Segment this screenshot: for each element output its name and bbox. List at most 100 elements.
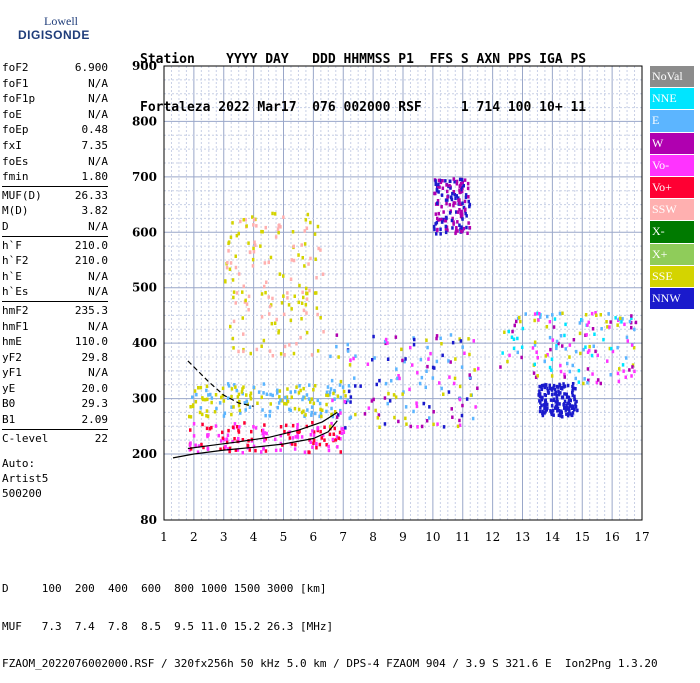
echo-point — [447, 390, 451, 394]
param-name: D — [2, 219, 9, 233]
echo-point — [559, 414, 562, 418]
echo-point — [234, 265, 238, 270]
echo-point — [297, 407, 301, 412]
echo-point — [330, 412, 333, 417]
echo-point — [561, 311, 564, 315]
echo-point — [220, 395, 223, 400]
footer-muf-row: MUF 7.3 7.4 7.8 8.5 9.5 11.0 15.2 26.3 [… — [2, 619, 334, 633]
echo-point — [313, 232, 317, 236]
echo-point — [227, 428, 230, 433]
echo-point — [585, 333, 588, 337]
echo-point — [539, 406, 542, 410]
echo-point — [289, 408, 292, 413]
echo-scatter — [188, 177, 638, 455]
echo-point — [459, 202, 463, 206]
echo-point — [562, 402, 566, 406]
param-name: foF1p — [2, 92, 36, 106]
echo-point — [305, 297, 309, 301]
echo-point — [310, 397, 313, 401]
echo-point — [630, 343, 634, 347]
echo-point — [303, 229, 306, 233]
echo-point — [237, 392, 241, 397]
echo-point — [511, 329, 514, 334]
echo-point — [561, 344, 564, 348]
echo-point — [561, 415, 564, 419]
echo-point — [252, 444, 256, 449]
param-value: 22 — [94, 431, 108, 445]
echo-point — [462, 205, 466, 210]
echo-point — [279, 433, 283, 438]
echo-point — [452, 177, 455, 181]
echo-point — [329, 424, 332, 429]
echo-point — [465, 214, 468, 218]
param-row: h`F2 210.0 — [2, 253, 108, 269]
echo-point — [197, 444, 201, 448]
echo-point — [320, 414, 323, 419]
echo-point — [254, 426, 258, 430]
echo-point — [284, 395, 287, 400]
echo-point — [260, 292, 264, 296]
echo-point — [548, 335, 552, 340]
echo-point — [563, 399, 567, 404]
echo-point — [555, 339, 559, 344]
echo-point — [564, 347, 567, 351]
x-tick-label: 3 — [220, 530, 228, 544]
echo-point — [418, 381, 422, 386]
echo-point — [549, 347, 552, 352]
echo-point — [218, 401, 222, 405]
echo-point — [278, 395, 281, 399]
echo-point — [455, 210, 458, 214]
echo-point — [344, 426, 347, 430]
param-value: 210.0 — [74, 238, 108, 252]
echo-point — [460, 413, 464, 418]
echo-point — [374, 408, 377, 413]
echo-point — [278, 389, 282, 393]
echo-point — [477, 366, 480, 371]
echo-point — [559, 334, 563, 338]
echo-point — [228, 446, 232, 451]
echo-point — [441, 353, 444, 358]
echo-point — [532, 371, 536, 375]
x-tick-label: 1 — [160, 530, 168, 544]
echo-point — [276, 405, 279, 410]
echo-point — [304, 413, 307, 417]
echo-point — [591, 372, 594, 376]
echo-point — [205, 388, 208, 393]
echo-point — [435, 334, 439, 338]
echo-point — [400, 347, 403, 352]
param-name: h`Es — [2, 285, 29, 299]
echo-point — [510, 335, 514, 339]
echo-point — [450, 197, 454, 202]
echo-point — [571, 382, 575, 386]
echo-point — [274, 448, 278, 453]
echo-point — [300, 243, 303, 247]
echo-point — [367, 406, 371, 410]
legend-item-ssw: SSW — [650, 199, 694, 221]
echo-point — [370, 399, 374, 403]
echo-point — [538, 399, 541, 403]
echo-point — [297, 391, 301, 395]
echo-point — [455, 226, 458, 230]
echo-point — [565, 392, 568, 396]
echo-point — [226, 433, 230, 437]
echo-point — [319, 429, 322, 434]
echo-point — [405, 422, 408, 426]
echo-point — [575, 399, 578, 404]
echo-point — [213, 410, 217, 414]
echo-point — [264, 225, 267, 230]
echo-point — [333, 388, 336, 393]
echo-point — [451, 340, 455, 345]
param-value: 29.8 — [81, 350, 109, 364]
echo-point — [580, 318, 584, 323]
echo-point — [555, 385, 559, 389]
echo-point — [242, 349, 245, 354]
echo-point — [268, 349, 272, 353]
x-tick-label: 5 — [280, 530, 288, 544]
echo-point — [249, 391, 253, 395]
echo-point — [572, 404, 575, 409]
echo-point — [239, 411, 242, 415]
echo-point — [463, 178, 467, 182]
echo-point — [378, 378, 381, 383]
echo-point — [300, 435, 304, 439]
echo-point — [568, 409, 571, 413]
